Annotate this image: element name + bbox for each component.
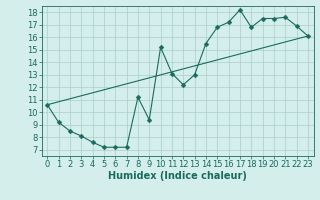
X-axis label: Humidex (Indice chaleur): Humidex (Indice chaleur): [108, 171, 247, 181]
